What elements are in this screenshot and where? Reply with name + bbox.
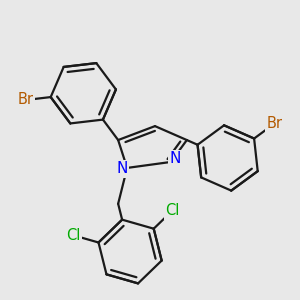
Text: Br: Br xyxy=(266,116,282,131)
Text: Br: Br xyxy=(18,92,34,107)
Text: N: N xyxy=(116,161,128,176)
Text: N: N xyxy=(169,152,181,166)
Text: Cl: Cl xyxy=(66,228,81,243)
Text: Cl: Cl xyxy=(165,203,179,218)
